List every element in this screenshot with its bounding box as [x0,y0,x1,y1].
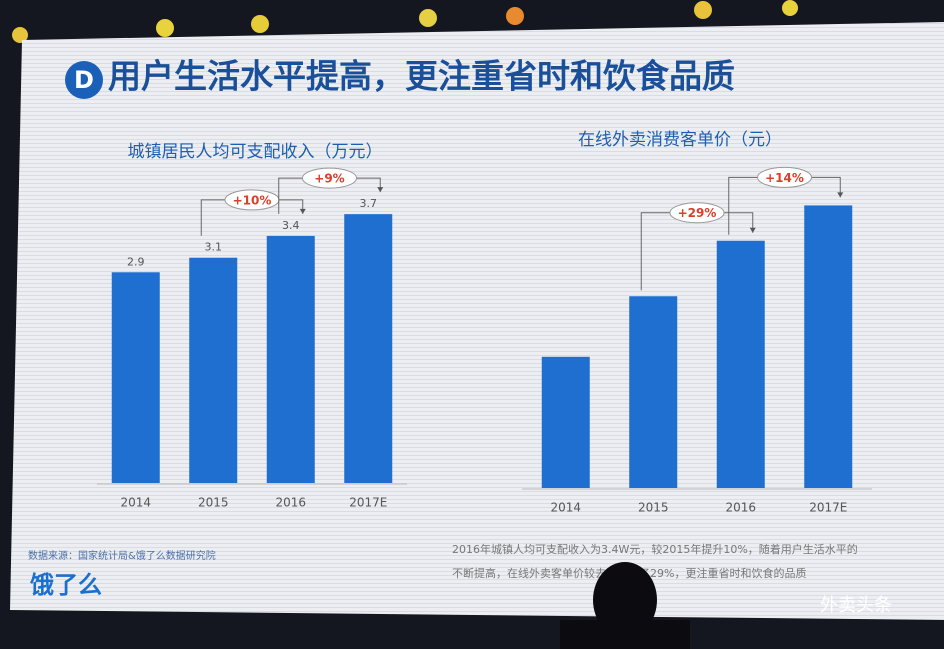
value-label: 3.7 [360,197,378,210]
brand-logo: 饿了么 [29,571,102,599]
annotation-label: +9% [314,172,344,186]
value-label: 3.4 [282,219,300,232]
summary-line: 2016年城镇人均可支配收入为3.4W元，较2015年提升10%，随着用户生活水… [452,542,858,556]
value-label: 2.9 [127,255,145,268]
bar [344,214,393,483]
x-tick-label: 2015 [198,496,229,510]
audience-shoulders [560,620,690,649]
slide-title: 用户生活水平提高，更注重省时和饮食品质 [108,57,735,96]
stage-light [251,15,269,33]
stage-light [419,9,437,27]
annotation-badge [757,166,812,188]
value-label: 3.1 [205,241,223,254]
x-tick-label: 2015 [638,501,669,515]
logo-badge [65,61,103,99]
annotation-arrow [749,227,756,233]
chart-title: 在线外卖消费客单价（元） [578,130,782,150]
x-tick-label: 2014 [550,501,581,515]
bar [111,272,160,483]
stage-light [156,19,174,37]
x-tick-label: 2014 [120,496,151,510]
x-tick-label: 2017E [809,501,847,515]
annotation-label: +10% [233,193,272,207]
watermark: 外卖头条 [820,595,892,616]
audience-head [593,562,657,638]
x-tick-label: 2016 [725,501,756,515]
stage-light [506,7,524,25]
bar [541,356,590,488]
annotation-arrow [299,208,306,214]
stage-light [12,27,28,43]
bar [189,257,238,483]
bar [716,240,765,488]
annotation-label: +29% [678,206,717,220]
x-tick-label: 2016 [275,496,306,510]
stage-light [782,0,798,16]
annotation-arrow [377,187,384,193]
slide-surface [10,22,944,620]
bar [266,235,315,483]
annotation-arrow [837,192,844,198]
x-tick-label: 2017E [349,496,387,510]
stage-light [694,1,712,19]
bar [804,205,853,488]
annotation-badge [669,202,725,224]
chart-title: 城镇居民人均可支配收入（万元） [128,142,383,162]
bar [629,296,678,488]
annotation-label: +14% [765,171,804,185]
footnote: 数据来源：国家统计局&饿了么数据研究院 [28,549,216,562]
logo-letter: D [74,66,94,94]
annotation-badge [302,167,357,189]
